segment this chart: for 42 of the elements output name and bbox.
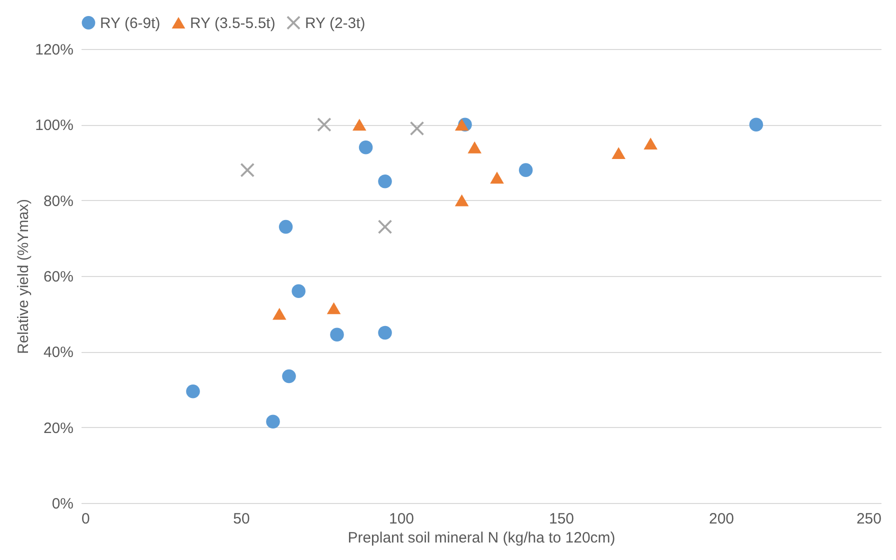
point: [612, 147, 626, 160]
point: [358, 140, 373, 154]
point: [749, 118, 764, 132]
y-tick-label: 100%: [35, 117, 74, 134]
x-tick-label: 150: [548, 510, 574, 528]
point: [410, 122, 424, 136]
point: [490, 172, 504, 184]
legend-label: RY (3.5-5.5t): [190, 14, 276, 32]
legend-label: RY (6-9t): [100, 14, 160, 32]
point: [378, 326, 392, 340]
point: [266, 414, 280, 429]
point: [378, 174, 392, 188]
x-tick-label: 250: [856, 510, 882, 528]
y-axis-title: Relative yield (%Ymax): [15, 198, 32, 354]
point: [378, 220, 392, 234]
y-tick-label: 40%: [43, 344, 74, 362]
point: [186, 384, 200, 398]
point: [468, 141, 482, 154]
y-tick-label: 20%: [43, 420, 74, 437]
x-tick-label: 50: [233, 510, 250, 528]
point: [292, 284, 306, 298]
point: [330, 328, 344, 342]
point: [326, 302, 341, 314]
y-tick-label: 120%: [35, 42, 74, 58]
point: [317, 118, 332, 132]
y-tick-label: 80%: [43, 192, 74, 210]
point: [282, 369, 296, 384]
point: [272, 308, 286, 320]
point: [278, 220, 293, 234]
legend-label: RY (2-3t): [305, 14, 366, 32]
point: [240, 163, 254, 177]
x-tick-label: 0: [82, 510, 90, 528]
point: [454, 194, 469, 206]
y-tick-label: 60%: [43, 268, 74, 286]
point: [518, 163, 533, 177]
point: [454, 118, 469, 131]
x-axis-title: Preplant soil mineral N (kg/ha to 120cm): [348, 530, 616, 546]
x-tick-label: 200: [708, 510, 734, 528]
y-tick-label: 0%: [52, 496, 74, 512]
x-tick-label: 100: [388, 510, 414, 528]
point: [644, 138, 658, 150]
point: [352, 118, 366, 131]
